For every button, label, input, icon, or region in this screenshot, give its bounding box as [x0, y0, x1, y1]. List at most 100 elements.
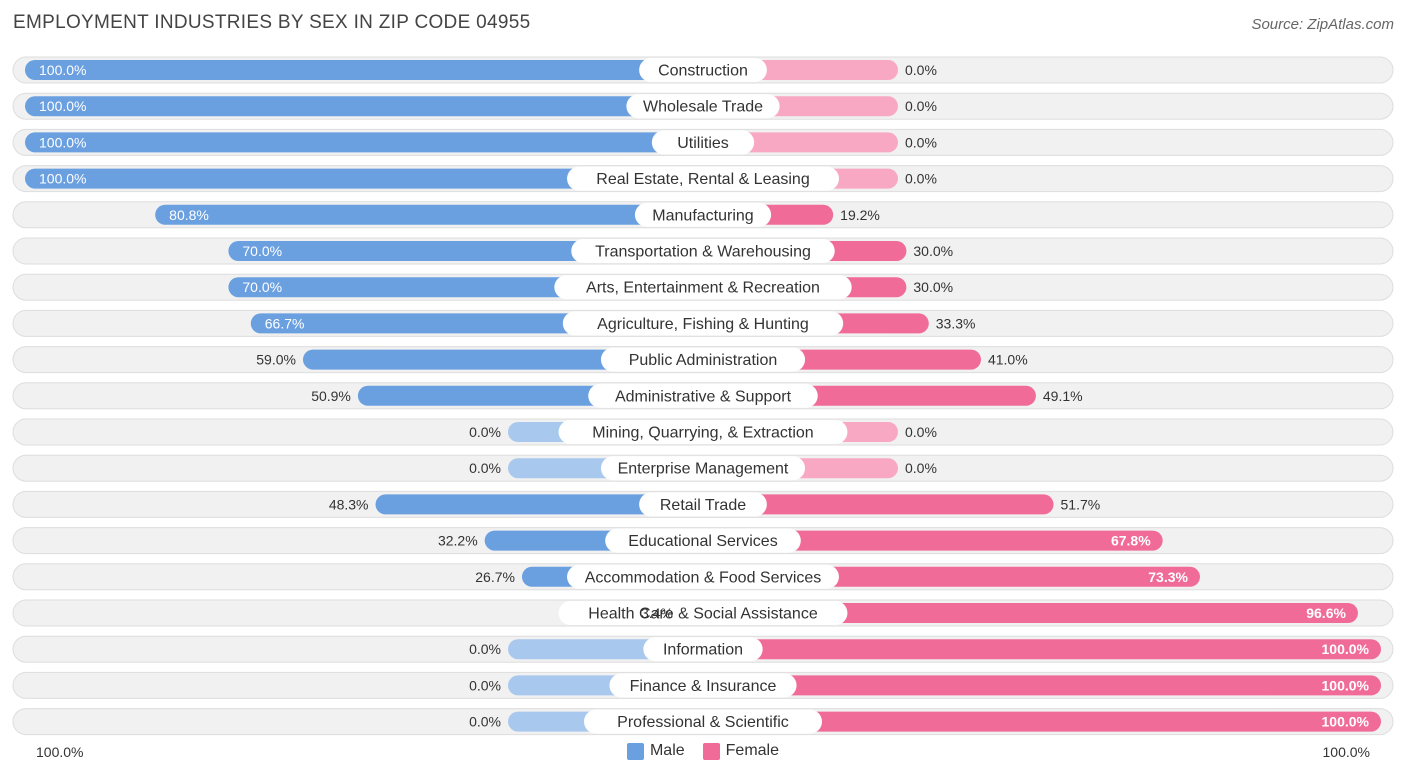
legend-item-male[interactable]: Male	[626, 742, 685, 760]
category-label-transportation-warehousing: Transportation & Warehousing	[595, 244, 811, 261]
legend-label-male: Male	[649, 742, 685, 759]
value-male-real-estate-rental-leasing: 100.0%	[39, 171, 86, 187]
value-female-transportation-warehousing: 30.0%	[913, 243, 953, 259]
category-label-utilities: Utilities	[677, 135, 729, 152]
value-female-finance-insurance: 100.0%	[1322, 677, 1370, 693]
value-male-educational-services: 32.2%	[438, 533, 478, 549]
category-label-manufacturing: Manufacturing	[652, 207, 753, 224]
value-female-information: 100.0%	[1322, 641, 1370, 657]
category-label-retail-trade: Retail Trade	[660, 497, 746, 514]
category-pill-mining-quarrying-extraction	[558, 420, 848, 444]
chart-area: Construction 100.0% 0.0% Wholesale Trade 100…	[12, 56, 1394, 736]
category-pill-wholesale-trade	[626, 94, 780, 119]
category-label-administrative-support: Administrative & Support	[615, 388, 792, 405]
category-pill-real-estate-rental-leasing	[567, 166, 839, 191]
source-label: Source: ZipAtlas.com	[1251, 16, 1394, 33]
value-female-retail-trade: 51.7%	[1061, 496, 1101, 512]
legend-swatch-female	[702, 742, 720, 760]
category-pill-transportation-warehousing	[571, 239, 835, 263]
category-label-agriculture-fishing-hunting: Agriculture, Fishing & Hunting	[597, 316, 809, 333]
value-male-construction: 100.0%	[39, 62, 86, 78]
category-pill-manufacturing	[634, 202, 772, 227]
value-female-accommodation-food-services: 73.3%	[1148, 569, 1188, 585]
category-label-public-administration: Public Administration	[629, 352, 778, 369]
category-label-enterprise-management: Enterprise Management	[618, 461, 789, 478]
bar-female-health-care-social-assistance	[703, 603, 1358, 623]
axis-right-label: 100.0%	[1322, 744, 1370, 760]
bar-male-real-estate-rental-leasing	[25, 168, 703, 189]
legend-item-female[interactable]: Female	[702, 742, 780, 760]
bar-male-wholesale-trade	[25, 96, 703, 117]
legend: Male Female	[0, 742, 1406, 760]
bar-male-utilities	[25, 132, 703, 153]
category-pill-utilities	[651, 130, 755, 155]
value-female-manufacturing: 19.2%	[840, 207, 880, 223]
value-male-public-administration: 59.0%	[256, 352, 296, 368]
value-male-agriculture-fishing-hunting: 66.7%	[265, 315, 305, 331]
legend-label-female: Female	[725, 742, 780, 759]
value-male-arts-entertainment-recreation: 70.0%	[242, 279, 282, 295]
category-pill-educational-services	[605, 528, 801, 553]
value-female-public-administration: 41.0%	[988, 352, 1028, 368]
category-label-finance-insurance: Finance & Insurance	[630, 678, 777, 695]
value-male-retail-trade: 48.3%	[329, 496, 369, 512]
category-label-accommodation-food-services: Accommodation & Food Services	[585, 569, 822, 586]
value-male-information: 0.0%	[469, 641, 501, 657]
category-pill-finance-insurance	[609, 673, 797, 698]
chart-title: EMPLOYMENT INDUSTRIES BY SEX IN ZIP CODE…	[13, 12, 531, 33]
bar-male-manufacturing	[155, 204, 703, 225]
category-label-wholesale-trade: Wholesale Trade	[643, 99, 763, 116]
value-female-real-estate-rental-leasing: 0.0%	[905, 171, 937, 187]
value-male-transportation-warehousing: 70.0%	[242, 243, 282, 259]
category-pill-health-care-social-assistance	[558, 601, 848, 625]
bar-female-educational-services	[703, 530, 1163, 551]
category-label-real-estate-rental-leasing: Real Estate, Rental & Leasing	[596, 171, 809, 188]
value-female-mining-quarrying-extraction: 0.0%	[905, 424, 937, 440]
category-label-information: Information	[663, 642, 743, 659]
bar-female-information	[703, 639, 1381, 660]
value-male-manufacturing: 80.8%	[169, 207, 209, 223]
value-male-wholesale-trade: 100.0%	[39, 98, 86, 114]
value-male-mining-quarrying-extraction: 0.0%	[469, 424, 501, 440]
category-pill-public-administration	[600, 347, 806, 372]
value-female-agriculture-fishing-hunting: 33.3%	[936, 315, 976, 331]
value-female-administrative-support: 49.1%	[1043, 388, 1083, 404]
category-pill-accommodation-food-services	[567, 564, 839, 589]
value-female-educational-services: 67.8%	[1111, 533, 1151, 549]
category-pill-agriculture-fishing-hunting	[562, 311, 844, 336]
value-female-health-care-social-assistance: 96.6%	[1306, 605, 1346, 621]
value-female-professional-scientific: 100.0%	[1322, 714, 1370, 730]
category-label-arts-entertainment-recreation: Arts, Entertainment & Recreation	[586, 280, 820, 297]
category-pill-information	[643, 637, 763, 662]
bar-female-retail-trade	[703, 494, 1054, 515]
bar-female-professional-scientific	[703, 711, 1381, 732]
category-label-construction: Construction	[658, 63, 748, 80]
category-pill-professional-scientific	[584, 709, 822, 734]
value-male-enterprise-management: 0.0%	[469, 460, 501, 476]
bar-male-retail-trade	[375, 494, 703, 515]
category-pill-retail-trade	[639, 492, 767, 517]
category-pill-administrative-support	[588, 383, 818, 408]
value-female-wholesale-trade: 0.0%	[905, 98, 937, 114]
category-pill-arts-entertainment-recreation	[554, 275, 852, 300]
value-male-finance-insurance: 0.0%	[469, 677, 501, 693]
value-female-utilities: 0.0%	[905, 134, 937, 150]
category-label-professional-scientific: Professional & Scientific	[617, 714, 789, 731]
axis-left-label: 100.0%	[36, 744, 84, 760]
legend-swatch-male	[626, 742, 644, 760]
category-label-health-care-social-assistance: Health Care & Social Assistance	[588, 606, 818, 623]
value-male-health-care-social-assistance: 3.4%	[641, 605, 673, 621]
category-label-mining-quarrying-extraction: Mining, Quarrying, & Extraction	[592, 425, 813, 442]
value-male-professional-scientific: 0.0%	[469, 714, 501, 730]
value-female-arts-entertainment-recreation: 30.0%	[913, 279, 953, 295]
value-male-utilities: 100.0%	[39, 134, 86, 150]
bar-female-finance-insurance	[703, 675, 1381, 696]
value-female-enterprise-management: 0.0%	[905, 460, 937, 476]
category-pill-enterprise-management	[600, 456, 806, 481]
category-label-educational-services: Educational Services	[628, 533, 777, 550]
value-male-administrative-support: 50.9%	[311, 388, 351, 404]
value-female-construction: 0.0%	[905, 62, 937, 78]
value-male-accommodation-food-services: 26.7%	[475, 569, 515, 585]
bar-male-construction	[25, 60, 703, 80]
category-pill-construction	[639, 58, 767, 82]
